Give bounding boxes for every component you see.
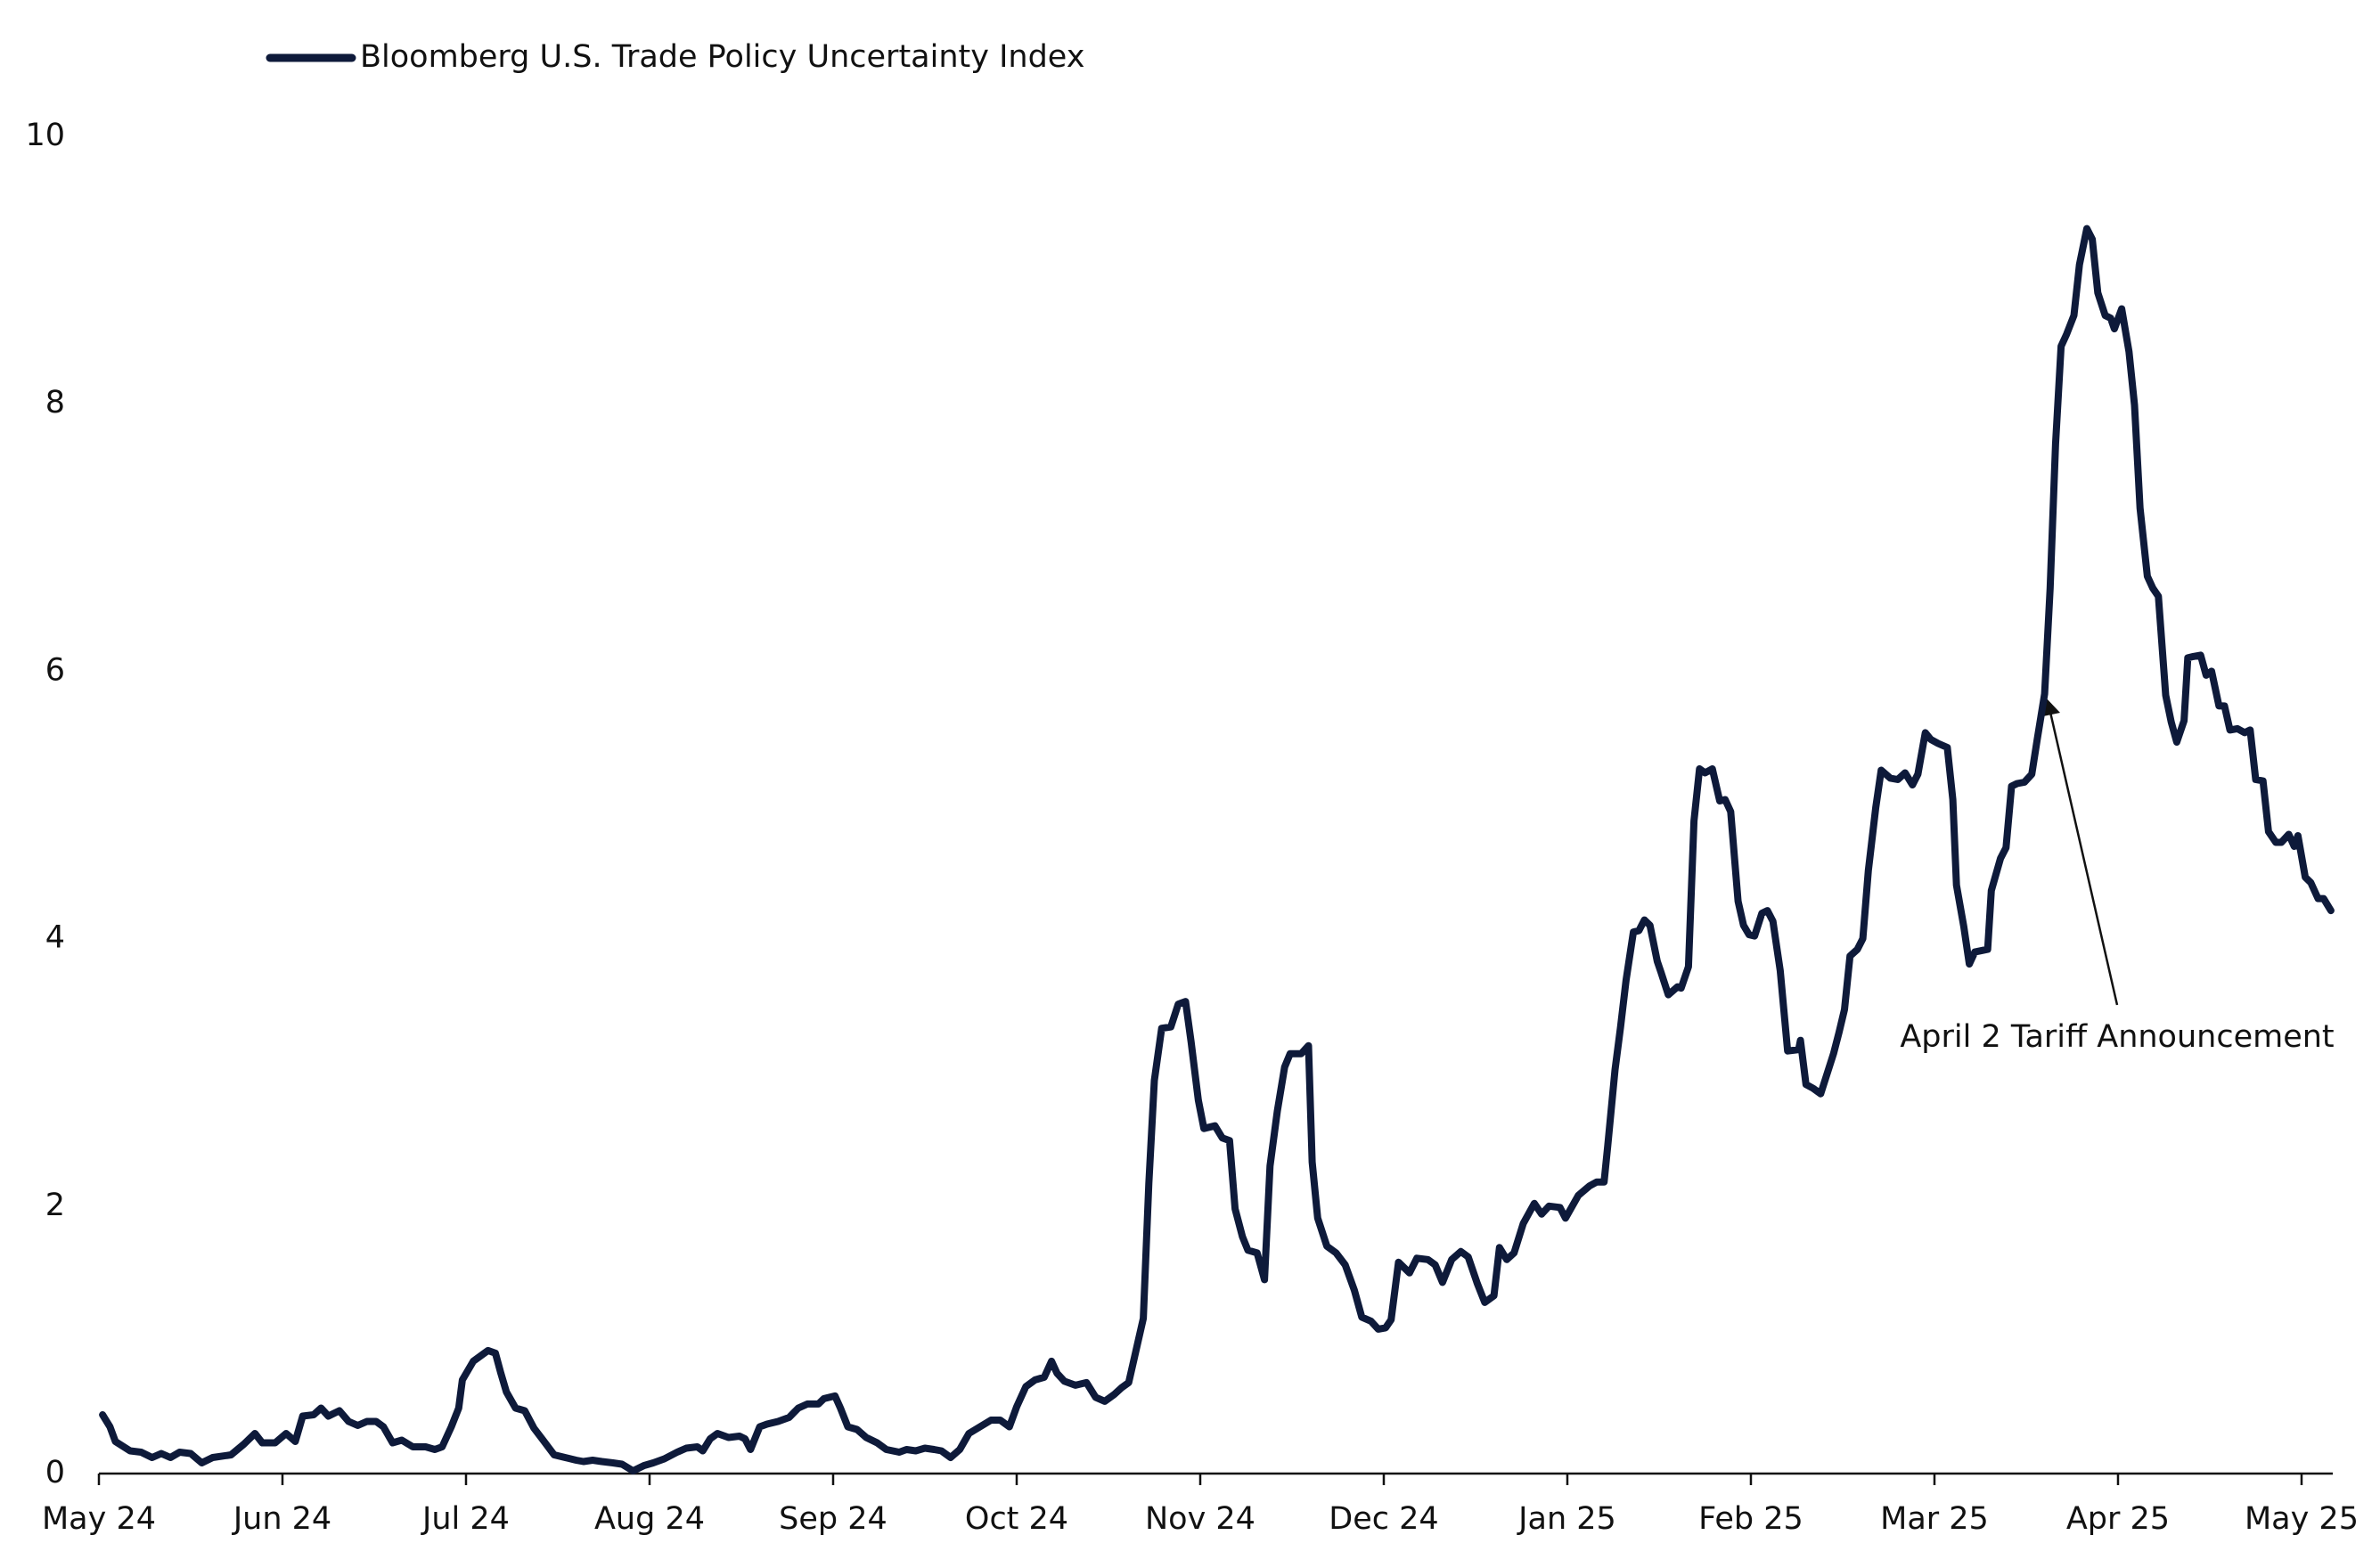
annotation: April 2 Tariff Announcement (1900, 1019, 2334, 1055)
x-tick-label: Nov 24 (1145, 1501, 1255, 1537)
x-tick-label: Apr 25 (2066, 1501, 2170, 1537)
x-tick-label: Jun 24 (232, 1501, 331, 1537)
x-tick-label: May 25 (2245, 1501, 2359, 1537)
y-tick-label: 2 (45, 1188, 65, 1223)
x-tick-label: Mar 25 (1880, 1501, 1989, 1537)
x-tick-label: Aug 24 (594, 1501, 705, 1537)
legend-label: Bloomberg U.S. Trade Policy Uncertainty … (360, 39, 1084, 75)
series-line (99, 225, 2335, 1474)
annotation-arrow (2048, 707, 2119, 1006)
x-tick-label: Feb 25 (1698, 1501, 1803, 1537)
y-tick-label: 10 (25, 118, 65, 153)
y-tick-label: 8 (45, 385, 65, 421)
x-tick-label: Dec 24 (1329, 1501, 1438, 1537)
x-tick-label: May 24 (42, 1501, 156, 1537)
x-tick-label: Sep 24 (779, 1501, 887, 1537)
x-tick-label: Jul 24 (421, 1501, 510, 1537)
y-tick-label: 0 (45, 1455, 65, 1490)
x-tick-label: Oct 24 (965, 1501, 1068, 1537)
y-tick-label: 6 (45, 652, 65, 688)
annotation-arrowhead (2043, 696, 2060, 716)
y-tick-label: 4 (45, 920, 65, 956)
x-tick-label: Jan 25 (1517, 1501, 1616, 1537)
